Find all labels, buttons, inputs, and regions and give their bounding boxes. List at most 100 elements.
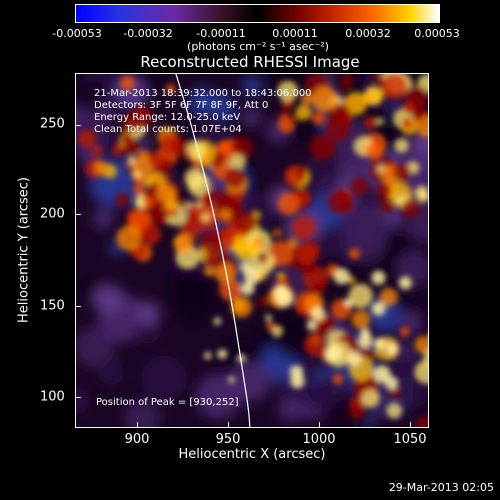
y-tick-mark <box>75 125 81 126</box>
emission-blob <box>411 107 425 121</box>
y-axis-label: Heliocentric Y (arcsec) <box>16 177 32 323</box>
emission-blob <box>257 296 270 308</box>
emission-blob <box>235 211 257 233</box>
emission-blob <box>94 102 114 122</box>
emission-blob <box>365 142 383 160</box>
emission-blob <box>92 207 115 230</box>
y-tick-label: 250 <box>40 116 65 132</box>
y-tick-mark <box>75 397 81 398</box>
emission-blob <box>242 75 263 96</box>
emission-blob <box>373 365 391 383</box>
emission-blob <box>302 261 317 275</box>
emission-blob <box>381 74 408 99</box>
emission-blob <box>295 104 312 121</box>
y-tick-mark <box>75 306 81 307</box>
emission-blob <box>296 243 318 265</box>
emission-blob <box>401 117 413 130</box>
x-tick-mark <box>228 422 229 428</box>
emission-blob <box>127 156 137 166</box>
x-tick-label: 900 <box>124 432 150 447</box>
emission-blob <box>234 190 245 202</box>
x-axis-label: Heliocentric X (arcsec) <box>178 447 326 462</box>
colorbar-unit-label: (photons cm⁻² s⁻¹ asec⁻²) <box>187 40 329 53</box>
emission-blob <box>273 228 282 238</box>
y-tick-mark <box>75 214 81 215</box>
emission-blob <box>277 192 300 215</box>
emission-blob <box>394 138 409 153</box>
emission-blob <box>159 133 181 155</box>
emission-blob <box>350 178 369 196</box>
emission-blob <box>295 190 311 205</box>
emission-blob <box>327 190 352 214</box>
emission-blob <box>201 212 211 222</box>
emission-blob <box>154 209 168 223</box>
emission-blob <box>371 74 382 84</box>
emission-blob <box>348 283 373 309</box>
emission-blob <box>115 193 130 208</box>
emission-blob <box>139 223 161 246</box>
emission-blob <box>229 153 246 171</box>
y-tick-label: 200 <box>40 206 65 222</box>
emission-blob <box>217 349 228 359</box>
image-title: Reconstructed RHESSI Image <box>140 53 360 71</box>
emission-blob <box>266 321 275 331</box>
colorbar-tick: -0.00053 <box>52 27 102 40</box>
emission-blob <box>204 250 223 269</box>
emission-blob <box>402 101 416 115</box>
emission-blob <box>213 317 222 325</box>
emission-blob <box>91 145 103 157</box>
emission-blob <box>132 170 142 179</box>
colorbar-tick: 0.00032 <box>345 27 391 40</box>
footer-date: 29-Mar-2013 02:05 <box>388 481 494 494</box>
x-tick-label: 1000 <box>302 432 336 447</box>
emission-blob <box>311 86 337 112</box>
emission-blob <box>231 296 253 318</box>
info-counts: Clean Total counts: 1.07E+04 <box>94 124 242 135</box>
info-energy-range: Energy Range: 12.0-25.0 keV <box>94 112 241 123</box>
colorbar-tick: -0.00032 <box>123 27 173 40</box>
emission-blob <box>361 389 380 408</box>
emission-blob <box>344 91 368 116</box>
emission-blob <box>120 133 134 146</box>
emission-blob <box>219 278 242 301</box>
emission-blob <box>219 139 237 157</box>
emission-blob <box>295 165 308 178</box>
emission-blob <box>414 335 428 354</box>
emission-blob <box>303 333 327 357</box>
colorbar-tick: 0.00053 <box>414 27 460 40</box>
emission-blob <box>199 229 223 253</box>
emission-blob <box>371 301 386 316</box>
emission-blob <box>188 87 217 117</box>
emission-blob <box>401 198 421 218</box>
emission-map <box>76 74 428 427</box>
emission-blob <box>76 326 116 368</box>
emission-blob <box>379 287 398 307</box>
x-tick-label: 950 <box>215 432 241 447</box>
rhessi-image: 21-Mar-2013 18:39:32.000 to 18:43:06.000… <box>75 73 429 428</box>
x-tick-mark <box>137 422 138 428</box>
emission-blob <box>224 166 246 189</box>
emission-blob <box>187 204 201 218</box>
emission-blob <box>325 344 343 362</box>
emission-blob <box>241 281 255 296</box>
emission-blob <box>228 376 235 383</box>
emission-blob <box>135 301 160 326</box>
emission-blob <box>328 103 351 126</box>
emission-blob <box>351 310 371 329</box>
emission-blob <box>219 208 232 221</box>
emission-blob <box>148 151 165 168</box>
emission-blob <box>116 225 142 251</box>
colorbar-tick: -0.00011 <box>196 27 246 40</box>
emission-blob <box>417 190 428 203</box>
emission-blob <box>306 320 317 330</box>
emission-blob <box>186 139 206 160</box>
emission-blob <box>93 160 109 176</box>
emission-blob <box>278 398 302 422</box>
emission-blob <box>173 233 194 254</box>
emission-blob <box>137 150 150 163</box>
emission-blob <box>379 197 395 213</box>
peak-position-label: Position of Peak = [930,252] <box>96 397 239 408</box>
emission-blob <box>273 285 287 299</box>
emission-blob <box>155 183 175 203</box>
emission-blob <box>364 116 377 130</box>
